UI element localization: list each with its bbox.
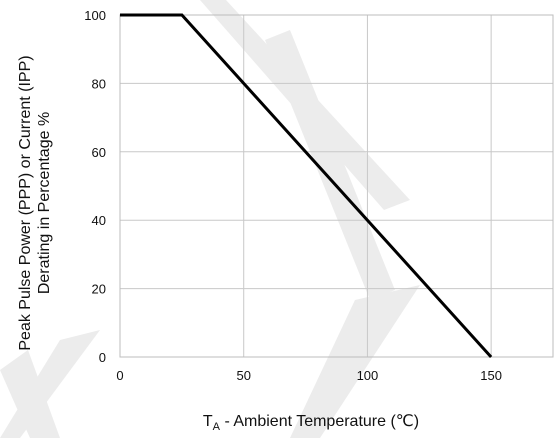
x-axis-title: TA - Ambient Temperature (℃): [203, 413, 419, 433]
y-tick-label: 100: [84, 8, 106, 23]
x-tick-label: 50: [236, 368, 250, 383]
y-tick-label: 0: [99, 350, 106, 365]
y-tick-label: 40: [92, 213, 106, 228]
x-tick-label: 100: [357, 368, 379, 383]
y-axis-ticks: 0 20 40 60 80 100: [84, 8, 106, 365]
y-tick-label: 60: [92, 145, 106, 160]
y-axis-title-line-2: Derating in Percentage %: [36, 112, 53, 294]
x-axis-ticks: 0 50 100 150: [116, 368, 502, 383]
x-tick-label: 150: [480, 368, 502, 383]
x-tick-label: 0: [116, 368, 123, 383]
y-tick-label: 80: [92, 76, 106, 91]
y-axis-title-line-1: Peak Pulse Power (PPP) or Current (IPP): [17, 55, 34, 350]
plot-frame: [119, 14, 554, 358]
derating-curve: [120, 13, 493, 359]
watermark: [0, 0, 420, 438]
y-tick-label: 20: [92, 282, 106, 297]
